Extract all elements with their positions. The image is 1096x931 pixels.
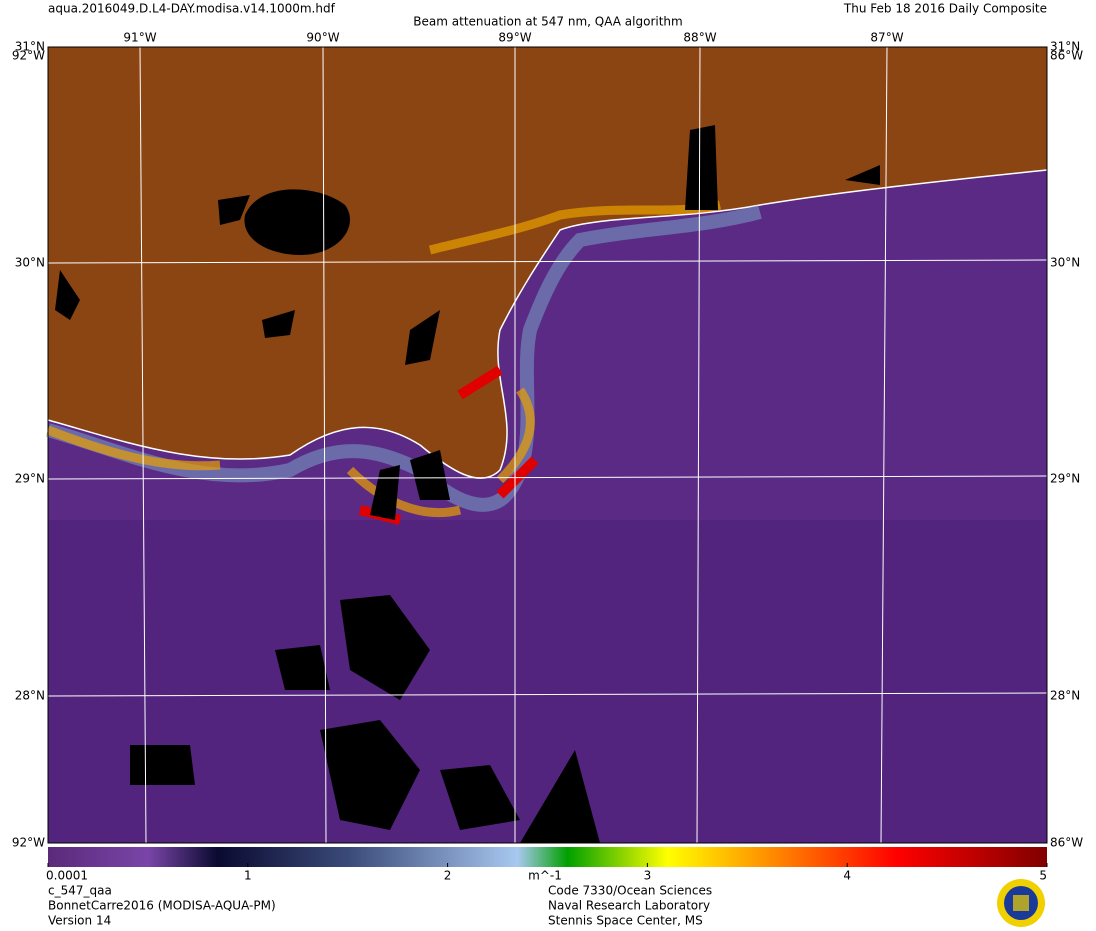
footer-text: Stennis Space Center, MS: [548, 914, 703, 928]
logo-shield: [1013, 895, 1029, 911]
footer-text: Naval Research Laboratory: [548, 899, 710, 913]
corner-label: 92°W: [12, 836, 45, 850]
lat-label: 28°N: [15, 689, 45, 703]
sea-deep: [48, 520, 1047, 843]
colorbar-tick-label: 3: [644, 869, 652, 883]
colorbar-tick-label: 0.0001: [46, 869, 88, 883]
lon-label: 88°W: [683, 31, 716, 45]
map-title: Beam attenuation at 547 nm, QAA algorith…: [413, 15, 682, 29]
map-area: [46, 46, 1048, 844]
colorbar-unit: m^-1: [528, 869, 562, 883]
land: [48, 47, 1047, 479]
lat-label: 29°N: [1050, 472, 1080, 486]
lon-label: 89°W: [498, 31, 531, 45]
delta-mask: [370, 310, 450, 520]
corner-label: 92°W: [12, 49, 45, 63]
lon-label: 90°W: [306, 31, 339, 45]
meridian: [880, 46, 888, 844]
cloud-mask: [130, 595, 600, 843]
corner-label: 86°W: [1050, 836, 1083, 850]
footer-text: c_547_qaa: [48, 884, 112, 898]
meridian: [139, 46, 147, 844]
lat-label: 30°N: [15, 256, 45, 270]
footer-text: Code 7330/Ocean Sciences: [548, 884, 712, 898]
lat-label: 28°N: [1050, 689, 1080, 703]
logo: [997, 879, 1045, 927]
lat-label: 31°N: [1050, 40, 1080, 54]
corner-label: 86°W: [1050, 49, 1083, 63]
footer-text: BonnetCarre2016 (MODISA-AQUA-PM): [48, 899, 276, 913]
colorbar-tick-label: 5: [1039, 869, 1047, 883]
footer-right: Code 7330/Ocean Sciences Naval Research …: [548, 884, 712, 928]
filename: aqua.2016049.D.L4-DAY.modisa.v14.1000m.h…: [48, 2, 336, 16]
high-attenuation: [46, 200, 722, 518]
colorbar-tick-label: 1: [244, 869, 252, 883]
lat-label: 29°N: [15, 472, 45, 486]
footer-left: c_547_qaa BonnetCarre2016 (MODISA-AQUA-P…: [48, 884, 276, 928]
graticule: [47, 46, 1048, 844]
parallel: [47, 692, 1048, 697]
meridian: [322, 46, 327, 844]
lat-label: 30°N: [1050, 256, 1080, 270]
meridian: [696, 46, 701, 844]
lat-label: 31°N: [15, 40, 45, 54]
footer-text: Version 14: [48, 914, 111, 928]
lon-label: 91°W: [123, 31, 156, 45]
coastline: [47, 169, 1048, 479]
parallel: [47, 259, 1048, 264]
parallel: [47, 475, 1048, 480]
colorbar-tick-label: 4: [843, 869, 851, 883]
date: Thu Feb 18 2016 Daily Composite: [843, 2, 1047, 16]
map-frame: [47, 46, 1048, 844]
colorbar-tick-label: 2: [444, 869, 452, 883]
lon-label: 87°W: [870, 31, 903, 45]
colorbar: [48, 847, 1047, 867]
